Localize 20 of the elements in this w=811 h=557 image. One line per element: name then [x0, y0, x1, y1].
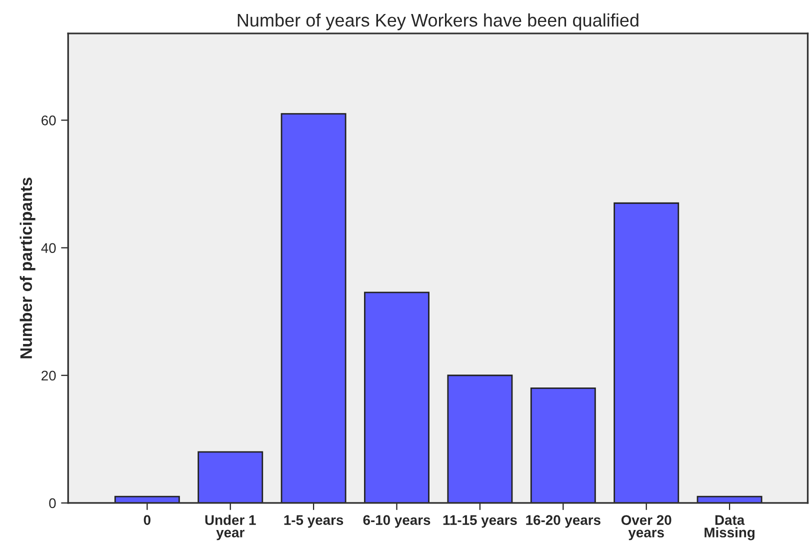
bar [614, 202, 680, 503]
y-tick-label: 0 [49, 498, 56, 508]
x-tick-label: Over 20 years [621, 515, 672, 540]
x-tick-label: Under 1 year [205, 514, 256, 540]
chart-title: Number of years Key Workers have been qualified [238, 13, 638, 30]
bar [198, 451, 264, 503]
y-axis-title: Number of participants [20, 178, 36, 358]
x-tick-label: Data Missing [704, 515, 754, 540]
y-tick-label: 60 [42, 116, 56, 126]
x-tick-label: 1-5 years [284, 515, 344, 528]
x-tick-label: 6-10 years [363, 515, 430, 528]
y-tick-label: 40 [41, 243, 56, 253]
bar [447, 374, 513, 503]
x-tick-label: 11-15 years [443, 515, 517, 528]
bar [280, 113, 346, 503]
y-tick-label: 20 [42, 370, 56, 381]
bar [364, 292, 430, 503]
bar [530, 387, 596, 503]
x-tick-label: 0 [144, 515, 150, 525]
x-tick-label: 16-20 years [526, 515, 600, 528]
